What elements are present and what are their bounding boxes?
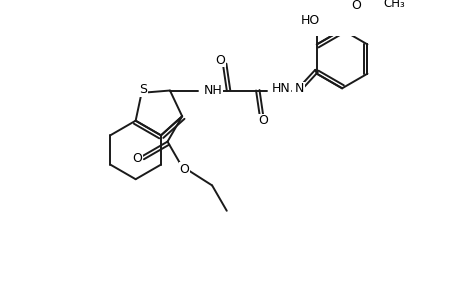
Text: O: O [257,114,267,127]
Text: O: O [350,0,360,12]
Text: O: O [215,54,225,67]
Text: S: S [139,83,147,96]
Text: HN: HN [271,82,290,95]
Text: O: O [179,163,189,176]
Text: O: O [132,152,142,165]
Text: N: N [294,82,303,95]
Text: NH: NH [203,84,222,97]
Text: HO: HO [300,14,319,27]
Text: CH₃: CH₃ [383,0,404,11]
